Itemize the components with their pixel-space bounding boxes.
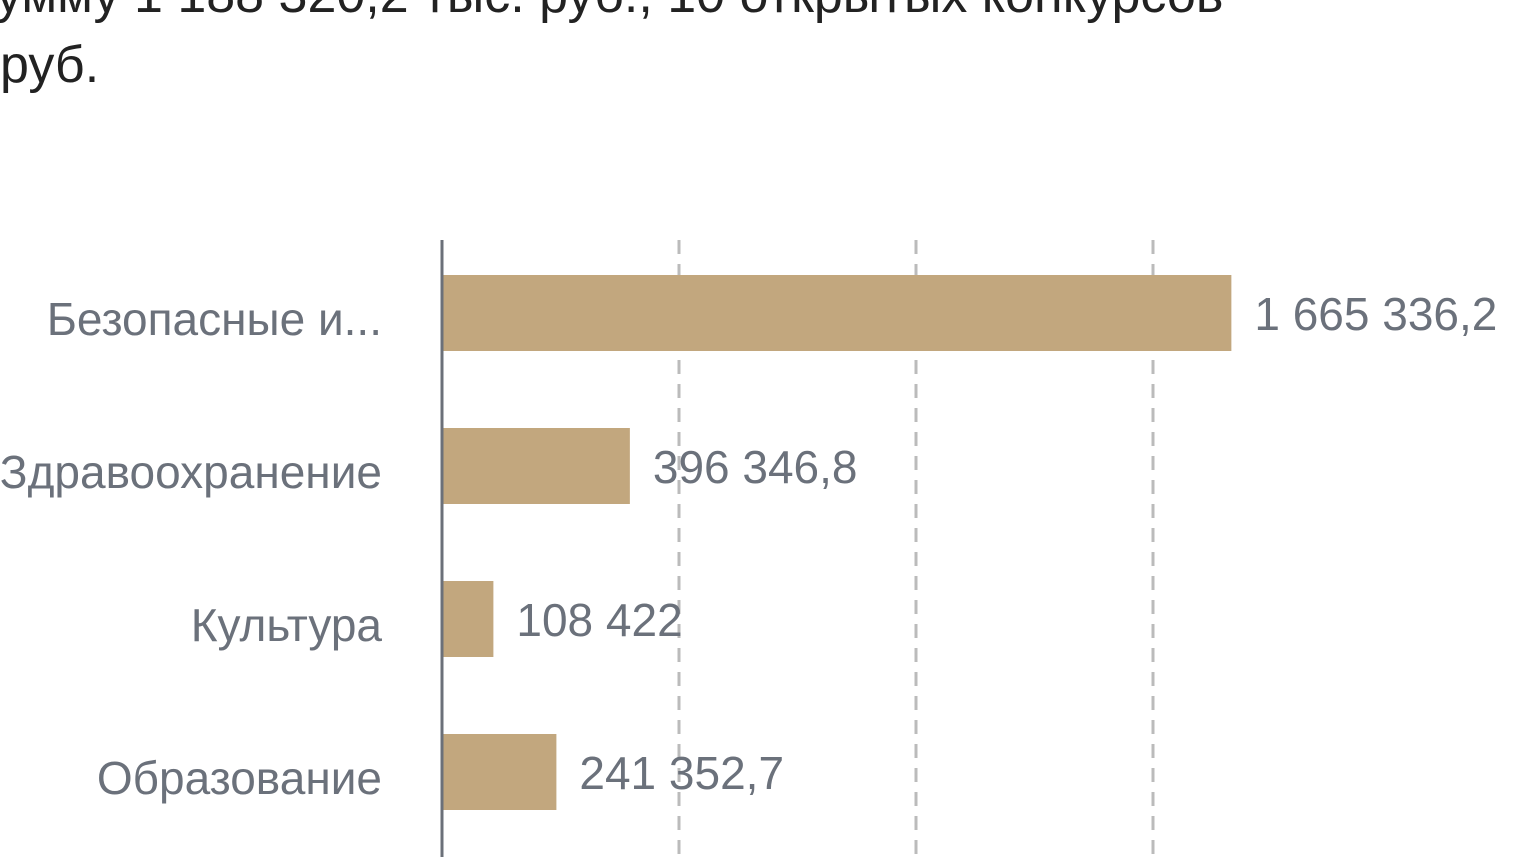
- value-label: 241 352,7: [579, 747, 784, 799]
- bar: [442, 428, 630, 504]
- value-label: 1 665 336,2: [1254, 288, 1497, 340]
- bar: [442, 275, 1232, 351]
- intro-line: умму 1 188 320,2 тыс. руб., 10 открытых …: [0, 0, 1224, 24]
- bar: [442, 734, 557, 810]
- category-label: Культура: [191, 599, 383, 651]
- category-label: Безопасные и...: [47, 293, 382, 345]
- value-label: 108 422: [516, 594, 682, 646]
- category-label: Здравоохранение: [0, 446, 382, 498]
- bar: [442, 581, 494, 657]
- value-label: 396 346,8: [653, 441, 858, 493]
- intro-line: руб.: [0, 36, 99, 94]
- category-label: Образование: [97, 752, 382, 804]
